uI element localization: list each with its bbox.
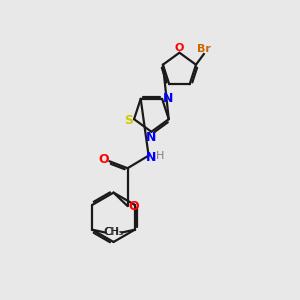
Text: O: O (98, 153, 109, 166)
Text: N: N (163, 92, 173, 105)
Text: O: O (128, 200, 139, 213)
Text: CH₃: CH₃ (104, 227, 123, 237)
Text: Br: Br (197, 44, 211, 54)
Text: N: N (146, 131, 157, 144)
Text: CH₃: CH₃ (104, 227, 123, 237)
Text: O: O (175, 44, 184, 53)
Text: S: S (124, 114, 133, 127)
Text: H: H (156, 151, 165, 161)
Text: N: N (146, 151, 156, 164)
